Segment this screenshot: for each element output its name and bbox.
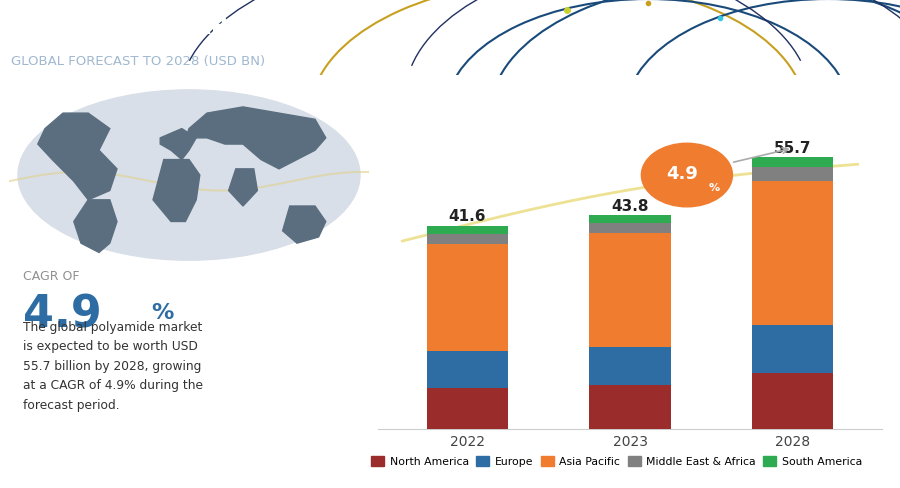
Bar — [752, 325, 833, 373]
Bar — [752, 182, 833, 325]
Bar — [427, 351, 508, 388]
Polygon shape — [153, 160, 200, 222]
Polygon shape — [283, 206, 326, 244]
Text: %: % — [151, 303, 174, 323]
Polygon shape — [74, 201, 117, 253]
Polygon shape — [229, 169, 257, 206]
Bar — [590, 216, 670, 224]
Text: 43.8: 43.8 — [611, 198, 649, 213]
Bar — [752, 373, 833, 429]
Text: 4.9: 4.9 — [22, 293, 102, 336]
Ellipse shape — [18, 91, 360, 261]
Text: POLYAMIDE MARKET: POLYAMIDE MARKET — [11, 15, 279, 39]
Bar — [427, 226, 508, 234]
Polygon shape — [160, 129, 196, 160]
Polygon shape — [38, 114, 117, 201]
Text: 4.9: 4.9 — [666, 164, 698, 182]
Bar — [427, 388, 508, 429]
Bar — [590, 224, 670, 234]
Text: GLOBAL FORECAST TO 2028 (USD BN): GLOBAL FORECAST TO 2028 (USD BN) — [11, 55, 265, 67]
Bar — [427, 244, 508, 351]
Bar — [752, 167, 833, 182]
Text: The global polyamide market
is expected to be worth USD
55.7 billion by 2028, gr: The global polyamide market is expected … — [22, 320, 202, 411]
Bar — [590, 386, 670, 429]
Text: 55.7: 55.7 — [774, 140, 811, 155]
Bar — [590, 347, 670, 386]
Ellipse shape — [642, 144, 733, 207]
Text: CAGR OF: CAGR OF — [22, 270, 79, 283]
Text: 41.6: 41.6 — [449, 209, 486, 224]
Bar — [590, 234, 670, 347]
Bar — [752, 158, 833, 167]
Text: %: % — [709, 183, 720, 193]
Polygon shape — [182, 108, 326, 169]
Legend: North America, Europe, Asia Pacific, Middle East & Africa, South America: North America, Europe, Asia Pacific, Mid… — [367, 451, 866, 471]
Bar — [427, 234, 508, 244]
